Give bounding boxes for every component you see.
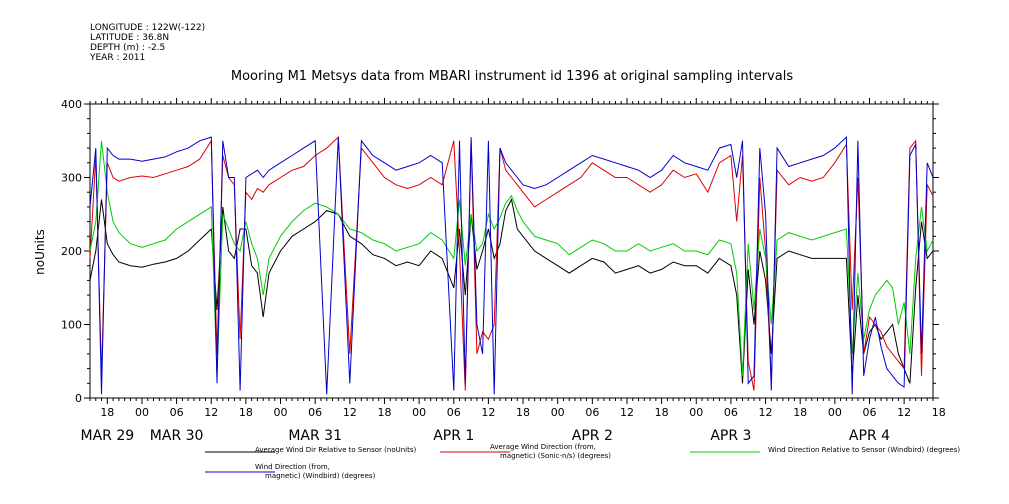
x-hour-label: 06: [862, 406, 876, 419]
y-tick-label: 300: [61, 172, 82, 185]
x-hour-label: 06: [170, 406, 184, 419]
legend-label-3: Wind Direction Relative to Sensor (Windb…: [768, 446, 960, 454]
x-hour-label: 18: [377, 406, 391, 419]
x-hour-label: 18: [239, 406, 253, 419]
x-day-label: APR 3: [710, 428, 751, 444]
x-hour-label: 12: [481, 406, 495, 419]
meta-depth: DEPTH (m) : -2.5: [90, 43, 165, 53]
meta-longitude: LONGITUDE : 122W(-122): [90, 23, 205, 33]
legend: Average Wind Dir Relative to Sensor (noU…: [205, 443, 960, 480]
series-line-2: [89, 135, 934, 391]
x-hour-label: 12: [897, 406, 911, 419]
x-hour-label: 12: [620, 406, 634, 419]
meta-latitude: LATITUDE : 36.8N: [90, 33, 169, 43]
y-tick-label: 400: [61, 98, 82, 111]
legend-label-1: Average Wind Dir Relative to Sensor (noU…: [255, 446, 416, 454]
x-hour-label: 00: [412, 406, 426, 419]
legend-label-4: Wind Direction (from, magnetic) (Windbird…: [255, 463, 376, 480]
x-day-label: APR 2: [572, 428, 613, 444]
x-hour-label: 00: [135, 406, 149, 419]
x-hour-label: 18: [793, 406, 807, 419]
series-line-1: [89, 198, 934, 384]
x-hour-label: 18: [655, 406, 669, 419]
legend-label-2: Average Wind Direction (from, magnetic) (…: [490, 443, 611, 460]
meta-year: YEAR : 2011: [89, 53, 145, 63]
x-hour-label: 12: [204, 406, 218, 419]
x-hour-label: 12: [759, 406, 773, 419]
x-hour-label: 06: [724, 406, 738, 419]
x-hour-label: 12: [343, 406, 357, 419]
y-axis: 0 100 200 300 400: [61, 98, 939, 405]
x-hour-label: 18: [516, 406, 530, 419]
x-hour-label: 06: [308, 406, 322, 419]
x-hour-label: 00: [828, 406, 842, 419]
x-hour-label: 18: [100, 406, 114, 419]
series-layer: [89, 135, 934, 395]
x-day-label: APR 4: [849, 428, 890, 444]
x-hour-label: 00: [689, 406, 703, 419]
x-hour-label: 06: [585, 406, 599, 419]
series-line-4: [89, 135, 934, 395]
x-day-label: APR 1: [433, 428, 474, 444]
y-axis-label: noUnits: [33, 229, 47, 275]
x-day-label: MAR 29: [80, 428, 134, 444]
x-hour-label: 00: [274, 406, 288, 419]
y-tick-label: 0: [75, 392, 82, 405]
x-day-label: MAR 30: [150, 428, 204, 444]
x-hour-label: 06: [447, 406, 461, 419]
chart-title: Mooring M1 Metsys data from MBARI instru…: [231, 69, 793, 84]
header-metadata: LONGITUDE : 122W(-122) LATITUDE : 36.8N …: [89, 23, 205, 63]
x-axis: 18 00 06 12 18 00 06 12 18 00 06 12 18 00 06 12 18 00 06 12…: [80, 98, 946, 444]
x-day-label: MAR 31: [288, 428, 342, 444]
series-line-3: [89, 140, 934, 376]
y-tick-label: 100: [61, 319, 82, 332]
x-hour-label: 18: [932, 406, 946, 419]
x-hour-label: 00: [551, 406, 565, 419]
y-tick-label: 200: [61, 245, 82, 258]
